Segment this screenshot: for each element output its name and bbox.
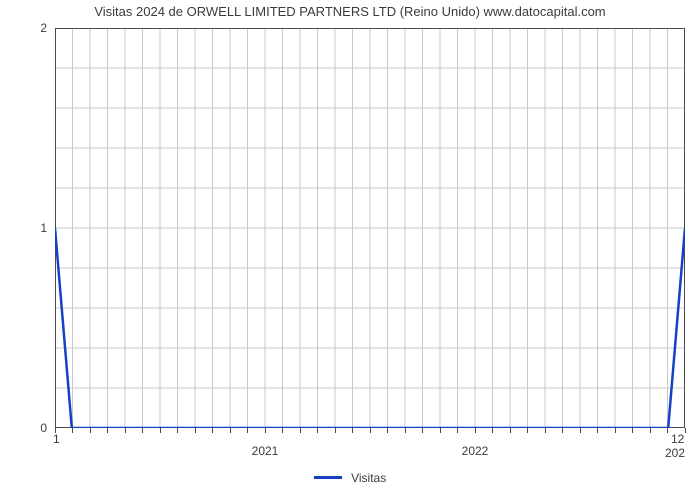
x-minor-tick (475, 428, 476, 433)
x-axis-left-corner-label: 1 (53, 432, 60, 446)
x-minor-tick (422, 428, 423, 433)
x-minor-tick (352, 428, 353, 433)
x-minor-tick (300, 428, 301, 433)
x-minor-tick (685, 428, 686, 433)
x-axis-right-corner-label-bottom: 202 (665, 446, 685, 460)
x-minor-tick (90, 428, 91, 433)
x-minor-tick (492, 428, 493, 433)
x-tick-label: 2022 (462, 444, 489, 458)
x-minor-tick (142, 428, 143, 433)
x-minor-tick (107, 428, 108, 433)
x-minor-tick (562, 428, 563, 433)
x-minor-tick (230, 428, 231, 433)
legend: Visitas (0, 470, 700, 485)
x-minor-tick (160, 428, 161, 433)
legend-swatch (314, 476, 342, 479)
x-tick-label: 2021 (252, 444, 279, 458)
x-minor-tick (440, 428, 441, 433)
x-minor-tick (247, 428, 248, 433)
chart-title: Visitas 2024 de ORWELL LIMITED PARTNERS … (0, 4, 700, 19)
visits-chart: Visitas 2024 de ORWELL LIMITED PARTNERS … (0, 0, 700, 500)
x-minor-tick (317, 428, 318, 433)
x-minor-tick (405, 428, 406, 433)
x-minor-tick (72, 428, 73, 433)
x-minor-tick (370, 428, 371, 433)
y-tick-label: 2 (25, 21, 47, 35)
x-minor-tick (667, 428, 668, 433)
x-minor-tick (545, 428, 546, 433)
legend-label: Visitas (351, 471, 386, 485)
x-minor-tick (195, 428, 196, 433)
x-minor-tick (527, 428, 528, 433)
x-minor-tick (282, 428, 283, 433)
x-minor-tick (580, 428, 581, 433)
x-minor-tick (650, 428, 651, 433)
y-tick-label: 1 (25, 221, 47, 235)
x-minor-tick (265, 428, 266, 433)
x-minor-tick (387, 428, 388, 433)
y-tick-label: 0 (25, 421, 47, 435)
x-axis-right-corner-label-top: 12 (671, 432, 684, 446)
x-minor-tick (597, 428, 598, 433)
plot-area (55, 28, 685, 428)
x-minor-tick (457, 428, 458, 433)
x-minor-tick (615, 428, 616, 433)
x-minor-tick (510, 428, 511, 433)
x-minor-tick (125, 428, 126, 433)
x-minor-tick (212, 428, 213, 433)
x-minor-tick (632, 428, 633, 433)
x-minor-tick (177, 428, 178, 433)
x-minor-tick (335, 428, 336, 433)
